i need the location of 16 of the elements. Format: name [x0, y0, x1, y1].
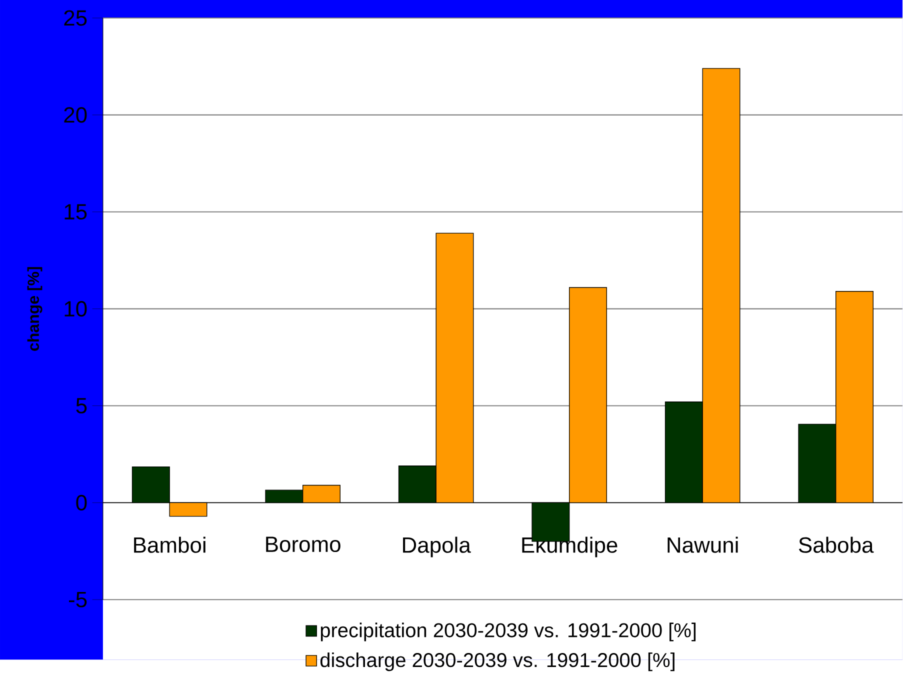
x-tick-label: Boromo — [266, 536, 340, 552]
legend-label: precipitation 2030-2039 vs. 1991-2000 [%] — [320, 622, 696, 642]
y-tick-label: 5 — [76, 398, 87, 414]
y-tick-label: 20 — [64, 107, 87, 123]
x-tick-label: Dapola — [403, 536, 471, 558]
x-tick-label: Bamboi — [134, 536, 206, 553]
x-tick-label: Ekumdipe — [522, 536, 618, 558]
y-tick-label: 25 — [64, 10, 87, 26]
y-tick-label: 0 — [76, 494, 87, 510]
y-tick-label: -5 — [69, 592, 87, 608]
y-axis-title: change [%] — [27, 266, 42, 351]
x-tick-label: Saboba — [798, 536, 874, 553]
legend-label: discharge 2030-2039 vs. 1991-2000 [%] — [320, 652, 674, 671]
y-tick-label: 10 — [64, 300, 87, 316]
x-tick-label: Nawuni — [668, 536, 738, 553]
y-tick-label: 15 — [64, 204, 87, 220]
